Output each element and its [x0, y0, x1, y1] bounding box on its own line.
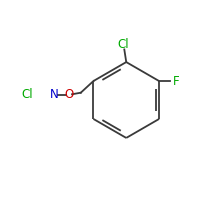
Text: O: O: [64, 88, 74, 101]
Text: F: F: [173, 75, 180, 88]
Text: Cl: Cl: [118, 38, 129, 51]
Text: N: N: [50, 88, 59, 101]
Text: Cl: Cl: [21, 88, 33, 101]
